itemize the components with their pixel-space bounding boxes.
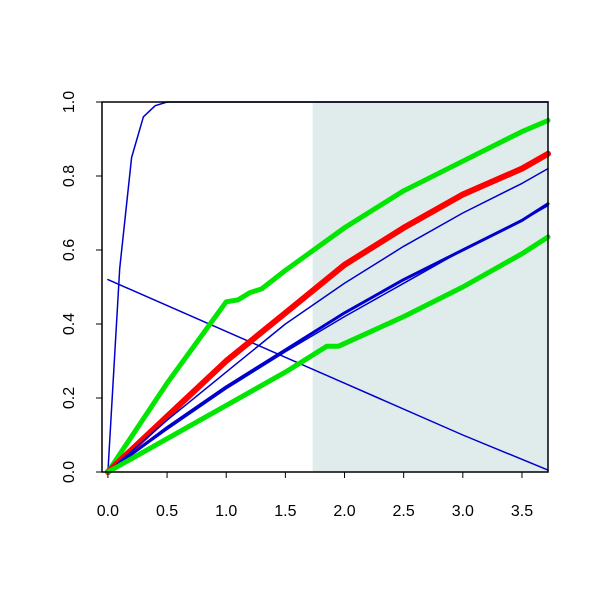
y-axis: 0.0 0.2 0.4 0.6 0.8 1.0 xyxy=(61,91,102,483)
x-tick-label: 1.0 xyxy=(215,503,237,520)
series-line-3 xyxy=(105,118,551,475)
x-tick-label: 2.0 xyxy=(333,503,355,520)
x-tick-label: 0.0 xyxy=(97,503,119,520)
y-tick-label: 0.8 xyxy=(61,165,78,187)
x-tick-label: 0.5 xyxy=(156,503,178,520)
shaded-region xyxy=(312,102,548,472)
x-tick-label: 2.5 xyxy=(393,503,415,520)
series-line-8 xyxy=(105,234,551,475)
series-line-5 xyxy=(107,167,549,473)
series-layer xyxy=(104,101,551,475)
y-tick-label: 0.2 xyxy=(61,387,78,409)
x-axis: 0.0 0.5 1.0 1.5 2.0 2.5 3.0 3.5 xyxy=(97,472,533,520)
series-line-7 xyxy=(107,204,549,473)
y-tick-label: 1.0 xyxy=(61,91,78,113)
plot-frame xyxy=(101,101,549,473)
series-line-4 xyxy=(104,150,551,475)
x-tick-label: 3.5 xyxy=(511,503,533,520)
x-tick-label: 1.5 xyxy=(274,503,296,520)
y-tick-label: 0.4 xyxy=(61,313,78,335)
x-tick-label: 3.0 xyxy=(452,503,474,520)
y-tick-label: 0.6 xyxy=(61,239,78,261)
y-tick-label: 0.0 xyxy=(61,461,78,483)
series-line-2 xyxy=(107,278,549,471)
